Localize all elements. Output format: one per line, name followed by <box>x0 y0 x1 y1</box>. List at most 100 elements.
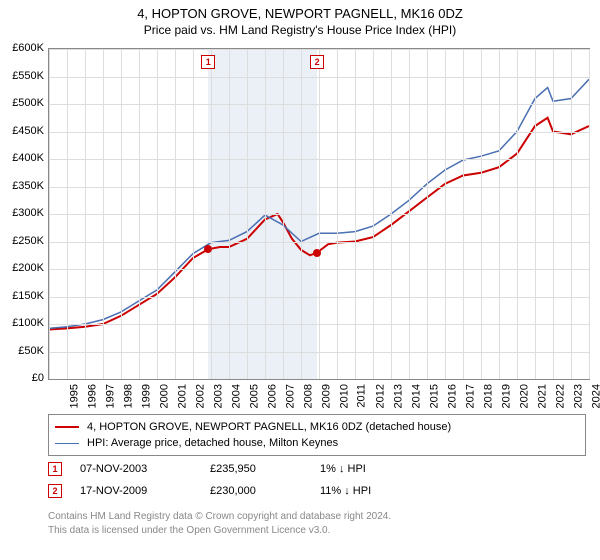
transactions-table: 1 07-NOV-2003 £235,950 1% ↓ HPI 2 17-NOV… <box>48 458 440 502</box>
footer-line: Contains HM Land Registry data © Crown c… <box>48 510 391 524</box>
x-axis-label: 2016 <box>446 384 458 408</box>
transaction-row: 1 07-NOV-2003 £235,950 1% ↓ HPI <box>48 458 440 480</box>
y-axis-label: £100K <box>2 317 44 329</box>
gridline-v <box>121 49 122 379</box>
x-axis-label: 2000 <box>158 384 170 408</box>
footer-line: This data is licensed under the Open Gov… <box>48 524 391 538</box>
x-axis-label: 2015 <box>428 384 440 408</box>
transaction-price: £230,000 <box>210 485 320 497</box>
x-axis-label: 2007 <box>284 384 296 408</box>
chart-marker-box: 1 <box>201 55 215 69</box>
y-axis-label: £500K <box>2 97 44 109</box>
gridline-v <box>499 49 500 379</box>
y-axis-label: £600K <box>2 42 44 54</box>
legend-item: 4, HOPTON GROVE, NEWPORT PAGNELL, MK16 0… <box>55 419 579 435</box>
x-axis-label: 2005 <box>248 384 260 408</box>
gridline-v <box>193 49 194 379</box>
gridline-v <box>319 49 320 379</box>
chart-title: 4, HOPTON GROVE, NEWPORT PAGNELL, MK16 0… <box>0 6 600 21</box>
x-axis-label: 2024 <box>590 384 600 408</box>
y-axis-label: £550K <box>2 70 44 82</box>
gridline-v <box>211 49 212 379</box>
transaction-pct: 1% ↓ HPI <box>320 463 440 475</box>
gridline-v <box>409 49 410 379</box>
y-axis-label: £200K <box>2 262 44 274</box>
gridline-v <box>67 49 68 379</box>
y-axis-label: £300K <box>2 207 44 219</box>
gridline-v <box>391 49 392 379</box>
chart-subtitle: Price paid vs. HM Land Registry's House … <box>0 23 600 37</box>
x-axis-label: 2023 <box>572 384 584 408</box>
gridline-v <box>355 49 356 379</box>
gridline-v <box>445 49 446 379</box>
x-axis-label: 2008 <box>302 384 314 408</box>
x-axis-label: 2004 <box>230 384 242 408</box>
x-axis-label: 1998 <box>122 384 134 408</box>
y-axis-label: £150K <box>2 290 44 302</box>
gridline-v <box>85 49 86 379</box>
gridline-v <box>175 49 176 379</box>
gridline-v <box>535 49 536 379</box>
x-axis-label: 2019 <box>500 384 512 408</box>
x-axis-label: 2018 <box>482 384 494 408</box>
transaction-marker-icon: 1 <box>48 462 62 476</box>
x-axis-label: 2017 <box>464 384 476 408</box>
gridline-v <box>373 49 374 379</box>
transaction-marker-icon: 2 <box>48 484 62 498</box>
chart-marker-box: 2 <box>310 55 324 69</box>
transaction-price: £235,950 <box>210 463 320 475</box>
gridline-v <box>139 49 140 379</box>
x-axis-label: 1997 <box>104 384 116 408</box>
transaction-date: 07-NOV-2003 <box>80 463 210 475</box>
x-axis-label: 2021 <box>536 384 548 408</box>
gridline-v <box>301 49 302 379</box>
x-axis-label: 2009 <box>320 384 332 408</box>
y-axis-label: £400K <box>2 152 44 164</box>
x-axis-label: 2013 <box>392 384 404 408</box>
gridline-v <box>553 49 554 379</box>
gridline-v <box>589 49 590 379</box>
transaction-date: 17-NOV-2009 <box>80 485 210 497</box>
x-axis-label: 1999 <box>140 384 152 408</box>
chart-marker-point <box>313 249 321 257</box>
x-axis-label: 2010 <box>338 384 350 408</box>
transaction-row: 2 17-NOV-2009 £230,000 11% ↓ HPI <box>48 480 440 502</box>
attribution-footer: Contains HM Land Registry data © Crown c… <box>48 510 391 537</box>
x-axis-label: 2011 <box>356 384 368 408</box>
gridline-v <box>247 49 248 379</box>
gridline-v <box>517 49 518 379</box>
y-axis-label: £250K <box>2 235 44 247</box>
legend-item: HPI: Average price, detached house, Milt… <box>55 435 579 451</box>
x-axis-label: 1996 <box>86 384 98 408</box>
gridline-v <box>463 49 464 379</box>
x-axis-label: 2014 <box>410 384 422 408</box>
x-axis-label: 2022 <box>554 384 566 408</box>
legend-box: 4, HOPTON GROVE, NEWPORT PAGNELL, MK16 0… <box>48 414 586 456</box>
legend-swatch <box>55 426 79 428</box>
legend-swatch <box>55 443 79 444</box>
legend-label: 4, HOPTON GROVE, NEWPORT PAGNELL, MK16 0… <box>87 421 451 433</box>
x-axis-label: 2001 <box>176 384 188 408</box>
gridline-v <box>337 49 338 379</box>
y-axis-label: £450K <box>2 125 44 137</box>
y-axis-label: £0 <box>2 372 44 384</box>
x-axis-label: 2012 <box>374 384 386 408</box>
gridline-v <box>157 49 158 379</box>
legend-label: HPI: Average price, detached house, Milt… <box>87 437 338 449</box>
plot-area: 12 <box>48 48 590 380</box>
gridline-v <box>103 49 104 379</box>
chart-container: 4, HOPTON GROVE, NEWPORT PAGNELL, MK16 0… <box>0 0 600 560</box>
y-axis-label: £350K <box>2 180 44 192</box>
title-block: 4, HOPTON GROVE, NEWPORT PAGNELL, MK16 0… <box>0 0 600 37</box>
gridline-v <box>571 49 572 379</box>
x-axis-label: 1995 <box>68 384 80 408</box>
gridline-v <box>427 49 428 379</box>
transaction-pct: 11% ↓ HPI <box>320 485 440 497</box>
gridline-v <box>265 49 266 379</box>
gridline-v <box>481 49 482 379</box>
x-axis-label: 2002 <box>194 384 206 408</box>
y-axis-label: £50K <box>2 345 44 357</box>
x-axis-label: 2020 <box>518 384 530 408</box>
gridline-v <box>229 49 230 379</box>
gridline-v <box>283 49 284 379</box>
